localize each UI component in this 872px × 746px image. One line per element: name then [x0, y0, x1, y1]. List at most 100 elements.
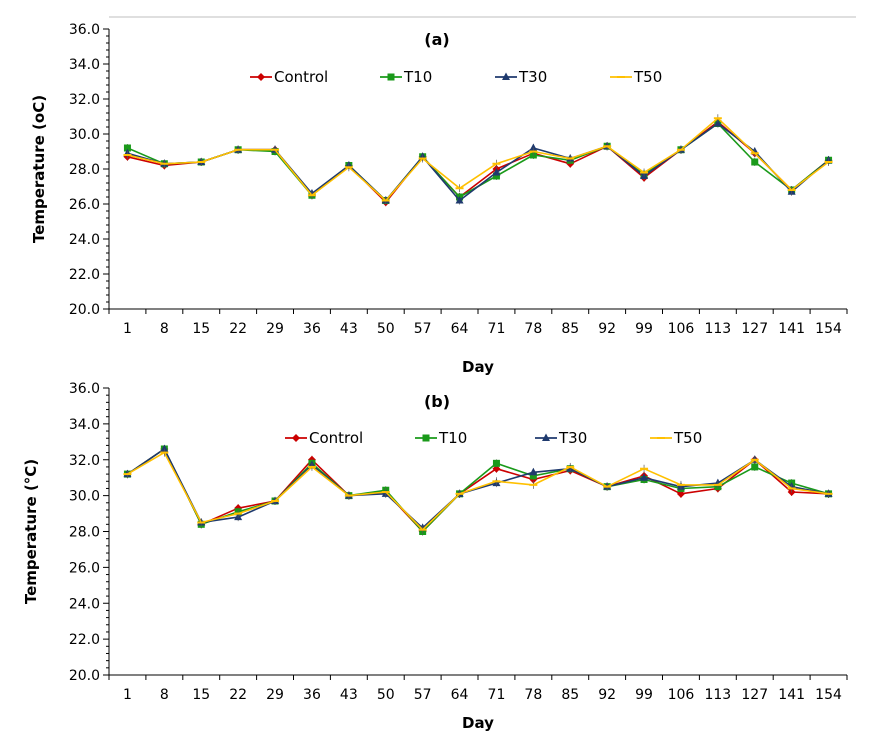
- x-tick-label: 99: [635, 687, 653, 703]
- chart-panel-b: 20.0 22.0 24.0 26.0 28.0 30.0 32.0 34.0 36.0 1 8 15…: [22, 381, 848, 732]
- x-tick-label: 85: [561, 321, 579, 337]
- series-t50: [123, 114, 833, 205]
- x-tick-label: 50: [377, 321, 395, 337]
- y-tick-label: 28.0: [69, 525, 100, 541]
- x-tick-label: 106: [668, 687, 695, 703]
- y-tick-label: 28.0: [69, 162, 100, 178]
- x-tick-label: 141: [778, 687, 805, 703]
- legend-entry: T30: [495, 68, 547, 86]
- chart-panel-a: 20.0 22.0 24.0 26.0 28.0 30.0 32.0 34.0 36.0 1 8 15…: [30, 16, 856, 376]
- series-line: [127, 448, 829, 533]
- x-tick-label: 8: [160, 321, 169, 337]
- x-tick-label: 43: [340, 321, 358, 337]
- legend-entry: T50: [610, 68, 662, 86]
- x-tick-label: 64: [451, 321, 469, 337]
- legend-marker: [387, 73, 395, 81]
- series-t10: [123, 444, 833, 536]
- y-tick-label: 34.0: [69, 417, 100, 433]
- data-point: [160, 444, 169, 452]
- y-tick-label: 22.0: [69, 632, 100, 648]
- x-tick-label: 92: [598, 687, 616, 703]
- legend-label: T50: [673, 429, 702, 447]
- data-point: [640, 473, 649, 481]
- y-tick-label: 26.0: [69, 560, 100, 576]
- x-tick-label: 22: [229, 321, 247, 337]
- x-tick-label: 29: [266, 321, 284, 337]
- legend-label: T10: [403, 68, 432, 86]
- x-tick-label: 141: [778, 321, 805, 337]
- data-point: [492, 168, 501, 176]
- data-point: [455, 196, 464, 204]
- x-tick-label: 15: [192, 687, 210, 703]
- legend-marker: [542, 433, 550, 441]
- x-tick-label: 1: [123, 321, 132, 337]
- x-tick-label: 57: [414, 687, 432, 703]
- x-tick-label: 113: [704, 687, 731, 703]
- data-point: [123, 144, 131, 152]
- chart-title: (a): [424, 30, 449, 49]
- y-tick-label: 20.0: [69, 302, 100, 318]
- data-point: [529, 143, 538, 151]
- legend-marker: [422, 434, 430, 442]
- legend-label: Control: [274, 68, 328, 86]
- y-tick-label: 34.0: [69, 57, 100, 73]
- series-line: [127, 117, 829, 202]
- x-tick-label: 57: [414, 321, 432, 337]
- legend-marker: [292, 434, 300, 442]
- y-tick-label: 20.0: [69, 668, 100, 684]
- x-tick-label: 22: [229, 687, 247, 703]
- series-line: [127, 121, 830, 203]
- x-tick-label: 43: [340, 687, 358, 703]
- legend-entry: T30: [535, 429, 587, 447]
- legend-label: T50: [633, 68, 662, 86]
- y-tick-label: 32.0: [69, 453, 100, 469]
- series-line: [127, 122, 830, 202]
- y-tick-label: 26.0: [69, 197, 100, 213]
- x-tick-label: 92: [598, 321, 616, 337]
- series-control: [123, 444, 833, 536]
- series-line: [127, 122, 830, 202]
- y-tick-label: 36.0: [69, 381, 100, 397]
- legend-label: T30: [518, 68, 547, 86]
- x-tick-label: 71: [488, 321, 506, 337]
- x-tick-label: 29: [266, 687, 284, 703]
- legend-entry: T10: [415, 429, 467, 447]
- x-tick-label: 36: [303, 321, 321, 337]
- x-tick-label: 36: [303, 687, 321, 703]
- legend-label: Control: [309, 429, 363, 447]
- series-line: [127, 451, 829, 531]
- y-tick-label: 30.0: [69, 127, 100, 143]
- legend-marker: [257, 73, 265, 81]
- x-tick-label: 99: [635, 321, 653, 337]
- legend-label: T10: [438, 429, 467, 447]
- legend-entry: T10: [380, 68, 432, 86]
- x-tick-label: 8: [160, 687, 169, 703]
- y-tick-label: 24.0: [69, 596, 100, 612]
- x-tick-label: 78: [524, 687, 542, 703]
- data-point: [751, 158, 759, 166]
- x-tick-label: 154: [815, 687, 842, 703]
- series-t50: [123, 448, 833, 534]
- series-t10: [123, 119, 833, 205]
- legend-entry: T50: [650, 429, 702, 447]
- y-axis-title-a: Temperature (oC): [30, 95, 48, 243]
- legend-entry: Control: [250, 68, 328, 86]
- x-tick-label: 50: [377, 687, 395, 703]
- x-tick-label: 1: [123, 687, 132, 703]
- x-tick-label: 71: [488, 687, 506, 703]
- y-axis-title-b: Temperature (°C): [22, 459, 40, 604]
- y-tick-label: 22.0: [69, 267, 100, 283]
- x-axis-title: Day: [462, 714, 494, 732]
- x-tick-label: 106: [668, 321, 695, 337]
- x-tick-label: 15: [192, 321, 210, 337]
- data-point: [713, 119, 722, 127]
- data-point: [492, 459, 500, 467]
- series-line: [127, 448, 829, 529]
- legend-label: T30: [558, 429, 587, 447]
- data-point: [751, 463, 759, 471]
- x-tick-label: 127: [741, 687, 768, 703]
- legend-marker: [502, 72, 510, 80]
- legend-entry: Control: [285, 429, 363, 447]
- y-tick-label: 36.0: [69, 22, 100, 38]
